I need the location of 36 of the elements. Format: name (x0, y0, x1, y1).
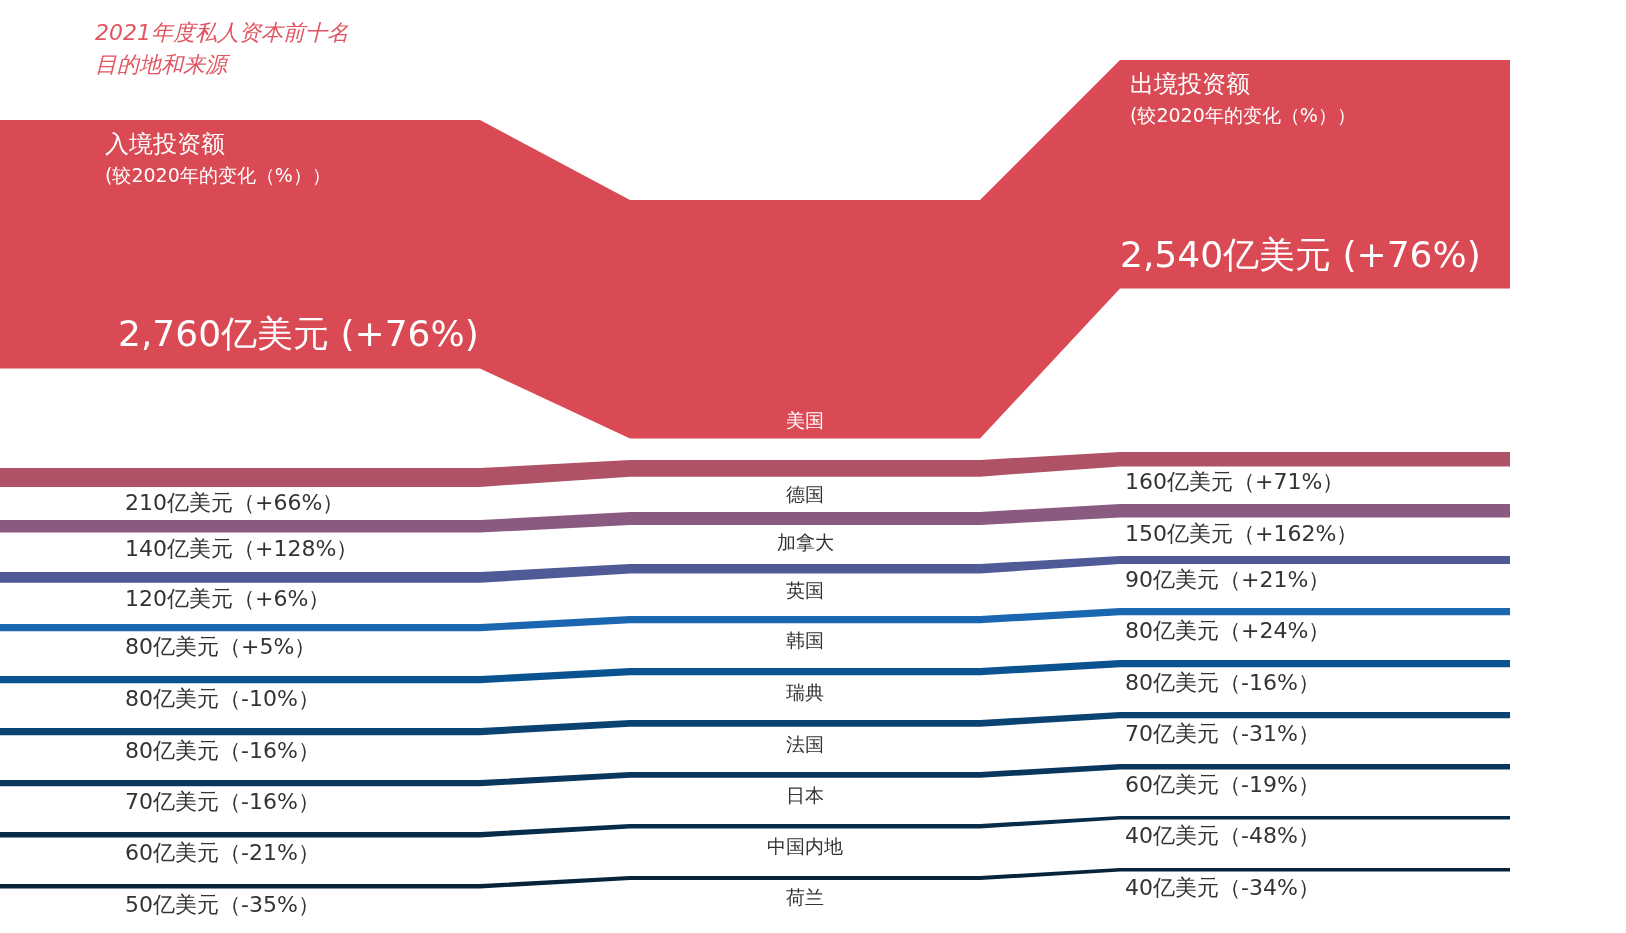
data-label: 40亿美元（-34%） (1125, 874, 1320, 900)
category-label: 法国 (786, 732, 824, 755)
data-label: 120亿美元（+6%） (125, 585, 331, 611)
data-label: 80亿美元（-10%） (125, 686, 320, 712)
category-label: 德国 (786, 482, 824, 505)
data-label: 60亿美元（-19%） (1125, 772, 1320, 798)
text: (较2020年的变化（%）） (105, 164, 331, 186)
category-label: 瑞典 (786, 681, 824, 704)
category-label: 美国 (786, 408, 824, 431)
data-label: 80亿美元（-16%） (1125, 670, 1320, 696)
data-label: 80亿美元（+24%） (1125, 618, 1331, 644)
text: (较2020年的变化（%）） (1130, 104, 1356, 126)
data-label: 70亿美元（-16%） (125, 789, 320, 815)
data-label: 210亿美元（+66%） (125, 489, 345, 515)
data-label: 2,540亿美元 (+76%) (1120, 233, 1481, 275)
data-label: 2,760亿美元 (+76%) (118, 313, 479, 355)
category-label: 加拿大 (776, 531, 834, 554)
category-label: 韩国 (786, 629, 824, 652)
data-label: 80亿美元（-16%） (125, 738, 320, 764)
data-label: 150亿美元（+162%） (1125, 520, 1359, 546)
text: 目的地和来源 (95, 52, 231, 77)
data-label: 40亿美元（-48%） (1125, 822, 1320, 848)
data-label: 50亿美元（-35%） (125, 891, 320, 917)
data-label: 140亿美元（+128%） (125, 535, 359, 561)
category-label: 日本 (786, 783, 824, 806)
data-label: 160亿美元（+71%） (1125, 469, 1345, 495)
data-label: 60亿美元（-21%） (125, 840, 320, 866)
series-label: 入境投资额 (105, 130, 225, 158)
data-label: 90亿美元（+21%） (1125, 567, 1331, 593)
text: 2021年度私人资本前十名 (95, 20, 349, 45)
text: 出境投资额 (1130, 70, 1250, 98)
category-label: 中国内地 (767, 834, 843, 857)
category-label: 英国 (786, 579, 824, 602)
data-label: 80亿美元（+5%） (125, 634, 317, 660)
category-label: 荷兰 (786, 886, 824, 909)
data-label: 70亿美元（-31%） (1125, 721, 1320, 747)
